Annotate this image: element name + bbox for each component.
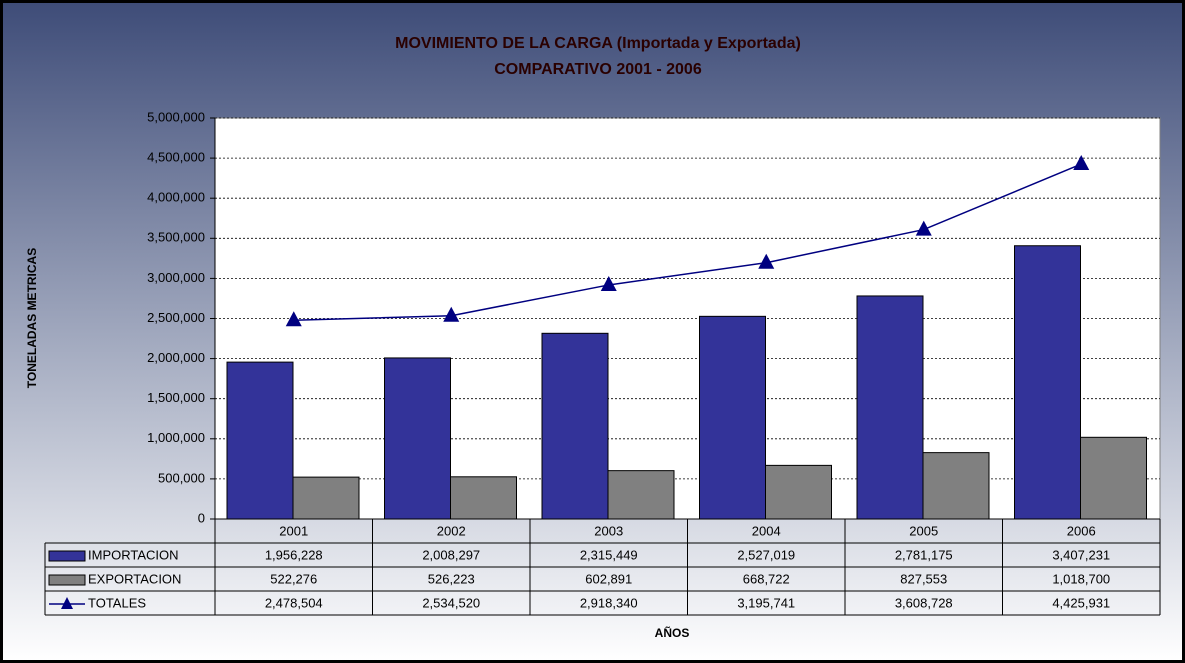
table-value: 2,008,297 [422, 547, 480, 562]
legend-label: TOTALES [88, 595, 146, 610]
y-tick-label: 0 [198, 510, 205, 525]
legend-key [48, 550, 86, 562]
bar [699, 315, 766, 520]
bar [450, 476, 517, 520]
marker [285, 311, 302, 327]
marker [443, 306, 460, 322]
legend-key [61, 597, 73, 609]
y-tick-label: 2,500,000 [147, 310, 205, 325]
marker [1073, 155, 1090, 171]
y-tick-label: 1,000,000 [147, 430, 205, 445]
x-tick-label: 2001 [279, 523, 308, 538]
table-value: 526,223 [428, 571, 475, 586]
legend-label: IMPORTACION [88, 547, 179, 562]
table-value: 1,018,700 [1052, 571, 1110, 586]
y-tick-label: 500,000 [158, 470, 205, 485]
table-value: 4,425,931 [1052, 595, 1110, 610]
table-value: 2,478,504 [265, 595, 323, 610]
legend-key [48, 574, 86, 586]
table-value: 2,315,449 [580, 547, 638, 562]
x-tick-label: 2002 [437, 523, 466, 538]
bar [922, 452, 990, 520]
table-value: 1,956,228 [265, 547, 323, 562]
x-axis-title: AÑOS [655, 625, 690, 640]
table-value: 2,918,340 [580, 595, 638, 610]
y-tick-label: 2,000,000 [147, 350, 205, 365]
y-tick-label: 4,000,000 [147, 190, 205, 205]
table-value: 2,781,175 [895, 547, 953, 562]
marker [600, 275, 617, 291]
line [293, 163, 1082, 321]
chart-subtitle: COMPARATIVO 2001 - 2006 [494, 61, 702, 78]
bar [856, 295, 924, 520]
table-value: 827,553 [900, 571, 947, 586]
table-value: 3,608,728 [895, 595, 953, 610]
y-tick-label: 4,500,000 [147, 150, 205, 165]
bar [541, 332, 609, 520]
y-axis-title: TONELADAS METRICAS [25, 248, 39, 388]
y-tick-label: 3,000,000 [147, 270, 205, 285]
x-tick-label: 2004 [752, 523, 781, 538]
table-value: 2,534,520 [422, 595, 480, 610]
bar [384, 357, 451, 520]
table-value: 668,722 [743, 571, 790, 586]
table-value: 522,276 [270, 571, 317, 586]
x-tick-label: 2005 [909, 523, 938, 538]
x-tick-label: 2003 [594, 523, 623, 538]
marker [915, 220, 932, 236]
bar [292, 476, 360, 520]
x-tick-label: 2006 [1067, 523, 1096, 538]
legend-label: EXPORTACION [88, 571, 181, 586]
marker [758, 253, 775, 269]
y-tick-label: 1,500,000 [147, 390, 205, 405]
y-tick-label: 3,500,000 [147, 230, 205, 245]
bar [607, 470, 675, 520]
bar [765, 464, 832, 520]
bar [1080, 436, 1147, 520]
bar [226, 361, 294, 520]
y-tick-label: 5,000,000 [147, 109, 205, 124]
table-value: 2,527,019 [737, 547, 795, 562]
table-value: 602,891 [585, 571, 632, 586]
chart-title: MOVIMIENTO DE LA CARGA (Importada y Expo… [395, 35, 801, 52]
bar [1014, 245, 1081, 520]
table-value: 3,407,231 [1052, 547, 1110, 562]
table-value: 3,195,741 [737, 595, 795, 610]
